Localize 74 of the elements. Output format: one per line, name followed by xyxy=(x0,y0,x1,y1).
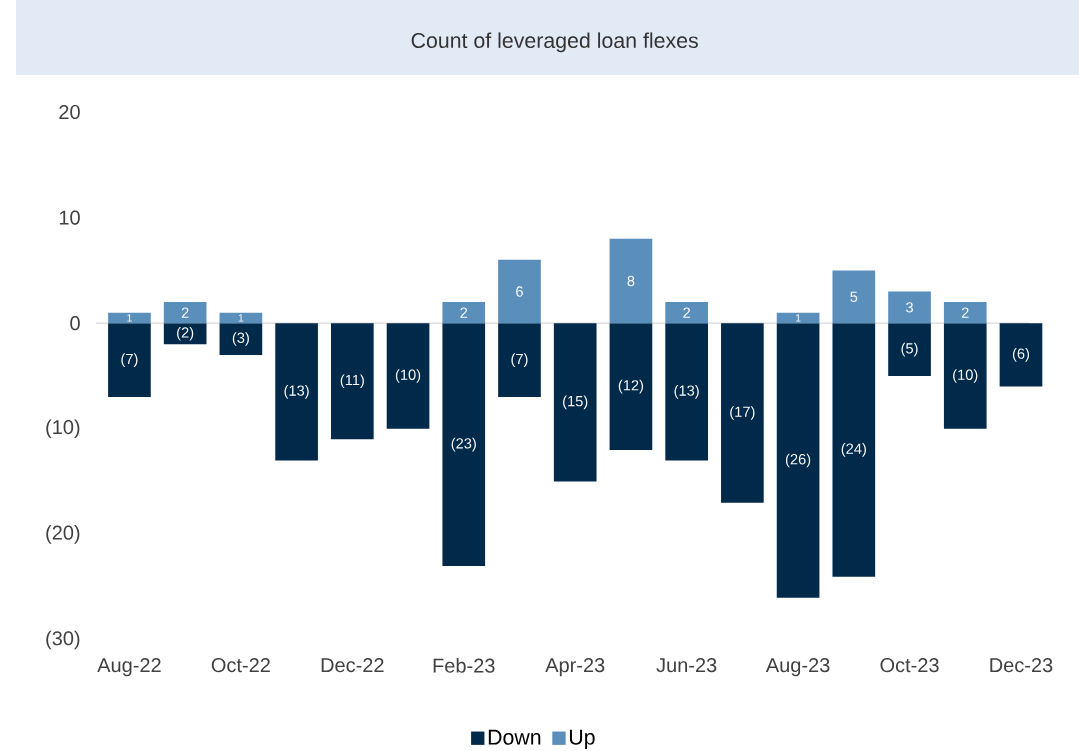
x-tick-label: Aug-23 xyxy=(765,658,830,677)
data-label: 1 xyxy=(127,314,132,322)
x-tick-label: Apr-23 xyxy=(545,658,605,677)
data-label: 1 xyxy=(238,314,244,322)
data-label: (13) xyxy=(674,385,699,399)
bar xyxy=(442,302,486,324)
bar xyxy=(888,323,931,376)
data-label: (3) xyxy=(232,332,249,346)
bar xyxy=(330,323,374,440)
chart-title: Count of leveraged loan flexes xyxy=(411,32,698,53)
bar xyxy=(498,323,541,398)
data-label: (26) xyxy=(785,453,811,468)
bar xyxy=(943,323,987,429)
bar xyxy=(776,312,820,324)
data-label: (6) xyxy=(1012,348,1030,362)
bar xyxy=(721,323,764,503)
data-label: (7) xyxy=(121,353,138,367)
data-label: 3 xyxy=(906,302,913,313)
bar xyxy=(609,238,653,324)
data-label: (5) xyxy=(901,342,918,357)
bar xyxy=(888,291,931,324)
bar xyxy=(108,312,151,324)
data-label: (12) xyxy=(618,379,644,394)
bar xyxy=(275,323,318,461)
data-label: (13) xyxy=(284,385,309,399)
data-label: (2) xyxy=(177,326,194,341)
legend-label: Down xyxy=(488,729,541,745)
bar xyxy=(609,323,653,450)
bar xyxy=(163,302,207,324)
y-tick-label: (10) xyxy=(46,419,80,439)
data-label: (11) xyxy=(340,374,364,389)
y-tick-label: 20 xyxy=(59,104,80,120)
data-label: 2 xyxy=(683,307,690,318)
bar xyxy=(665,323,708,461)
y-tick-label: (30) xyxy=(46,630,80,650)
bar xyxy=(498,259,541,324)
y-tick-label: (20) xyxy=(46,525,80,544)
bar xyxy=(999,323,1043,387)
data-label: 8 xyxy=(627,275,635,287)
bar xyxy=(665,302,708,324)
data-label: 6 xyxy=(516,286,523,297)
bar xyxy=(776,323,820,598)
data-label: (17) xyxy=(730,406,755,420)
x-tick-label: Jun-23 xyxy=(656,658,717,673)
data-label: (24) xyxy=(841,443,866,457)
data-label: 5 xyxy=(850,291,858,302)
bar xyxy=(386,323,430,429)
data-label: (7) xyxy=(511,353,528,367)
x-tick-label: Dec-22 xyxy=(321,658,384,673)
y-tick-label: 0 xyxy=(70,316,80,331)
x-tick-label: Oct-23 xyxy=(880,658,939,673)
bar xyxy=(219,323,263,355)
legend-label: Up xyxy=(569,729,595,749)
data-label: (15) xyxy=(563,395,588,410)
x-tick-label: Oct-22 xyxy=(211,658,270,673)
data-label: 1 xyxy=(795,314,801,322)
data-label: 2 xyxy=(460,307,468,318)
data-label: 2 xyxy=(181,307,189,318)
x-tick-label: Aug-22 xyxy=(97,658,161,677)
bar xyxy=(832,270,876,324)
data-label: 2 xyxy=(961,307,969,318)
x-tick-label: Feb-23 xyxy=(433,658,495,673)
x-tick-label: Dec-23 xyxy=(990,658,1053,673)
bar xyxy=(832,323,876,577)
data-label: (23) xyxy=(451,437,476,452)
data-label: (10) xyxy=(395,369,421,383)
bar xyxy=(219,312,263,324)
y-tick-label: 10 xyxy=(59,210,80,225)
data-label: (10) xyxy=(953,369,978,383)
bar xyxy=(163,323,207,345)
bar xyxy=(943,302,987,324)
bar xyxy=(108,323,151,398)
bar xyxy=(442,323,486,567)
bar xyxy=(553,323,597,482)
